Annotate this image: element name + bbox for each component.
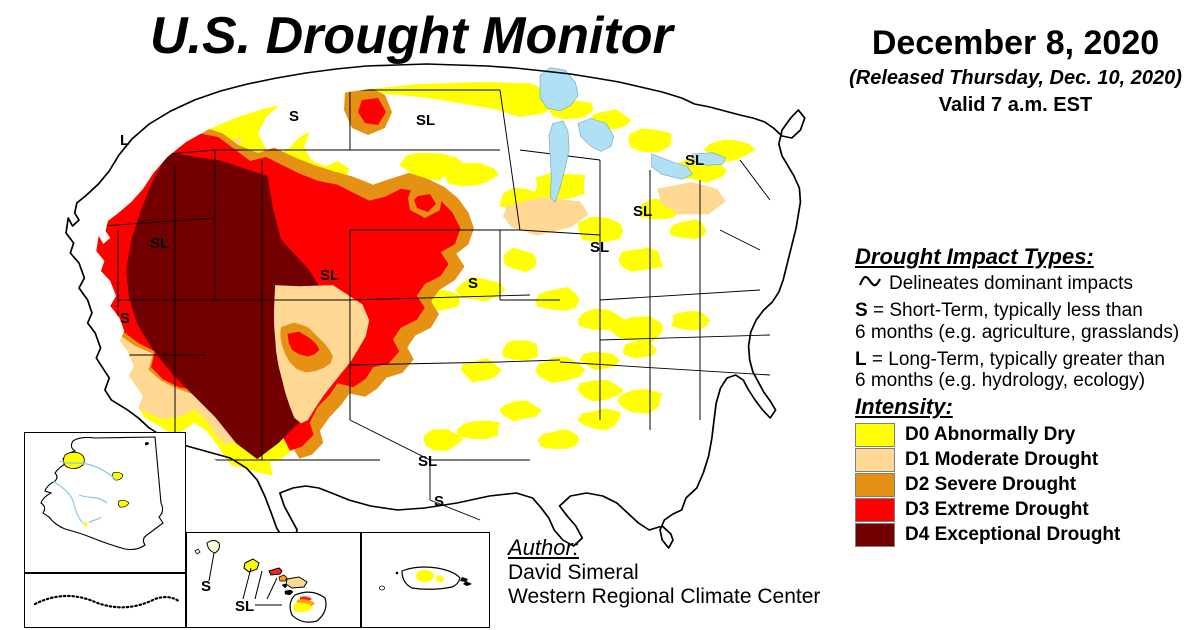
svg-text:SL: SL (235, 598, 254, 615)
svg-text:S: S (201, 578, 211, 595)
